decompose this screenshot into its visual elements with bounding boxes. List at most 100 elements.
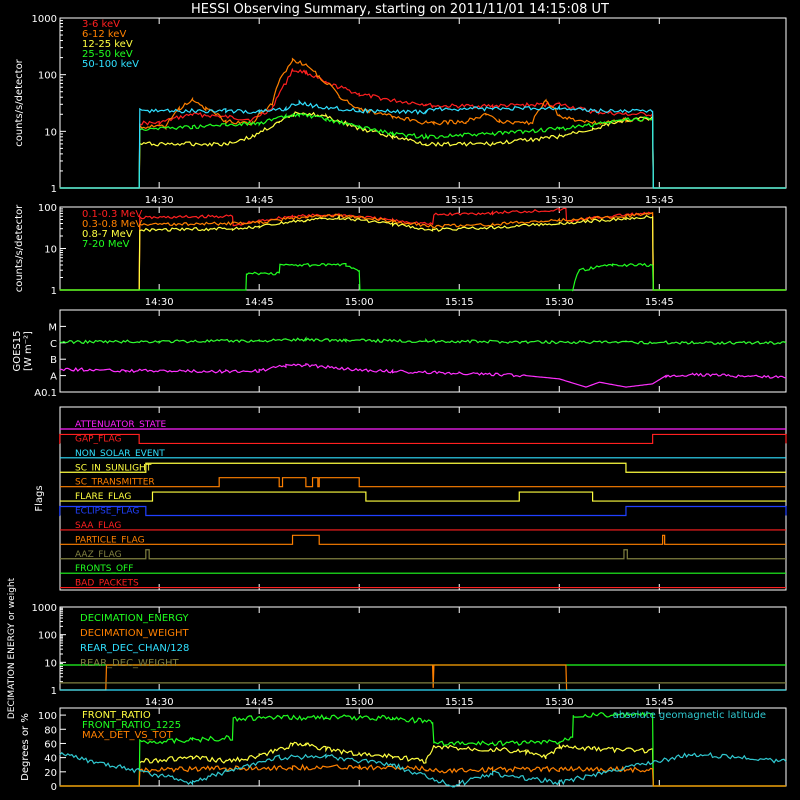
y-tick-label: 10	[44, 127, 57, 138]
plot-frame	[59, 17, 787, 189]
y-tick-label: 60	[44, 739, 57, 750]
y-tick-label: M	[48, 322, 57, 333]
plot-frame	[59, 309, 787, 393]
panels: 14:30 14:45 15:00 15:15 15:30 15:451101001000…	[7, 14, 787, 793]
legend-entry: 7-20 MeV	[82, 239, 130, 250]
y-tick-label: A	[50, 372, 57, 383]
series-line	[59, 68, 786, 189]
y-tick-label: 1	[51, 184, 57, 195]
flag-label: PARTICLE_FLAG	[75, 535, 145, 545]
flag-label: GAP_FLAG	[75, 434, 121, 444]
legend-entry: 0.8-7 MeV	[82, 229, 133, 240]
y-tick-label: 0	[51, 782, 57, 793]
x-tick-label: 15:30	[545, 297, 574, 308]
legend-entry: DECIMATION_ENERGY	[80, 613, 189, 624]
series-line	[59, 741, 786, 787]
y-axis-label: DECIMATION ENERGY or weight	[7, 577, 17, 719]
y-tick-label: 40	[44, 754, 57, 765]
plot-frame	[59, 406, 787, 591]
series-line	[59, 112, 786, 189]
y-tick-label: 100	[38, 711, 57, 722]
x-tick-label: 14:45	[245, 697, 274, 708]
legend-entry: 3-6 keV	[82, 19, 120, 30]
panel-flags: Flags ATTENUATOR_STATE GAP_FLAG NON_SOLAR_E…	[34, 406, 787, 591]
y-tick-label: 1000	[32, 14, 57, 25]
flag-label: ATTENUATOR_STATE	[75, 420, 167, 430]
y-axis-label: counts/s/detector	[14, 204, 25, 292]
annotation-label: absolute geomagnetic latitude	[613, 710, 766, 721]
series-line	[59, 57, 786, 189]
flag-line	[60, 477, 786, 488]
legend-entry: MAX_DET_VS_TOT	[82, 730, 174, 741]
legend-entry: FRONT_RATIO	[82, 710, 151, 721]
legend-entry: 0.3-0.8 MeV	[82, 219, 142, 230]
series-line	[59, 214, 786, 291]
x-tick-label: 15:45	[645, 195, 674, 206]
y-tick-label: 1000	[32, 603, 57, 614]
y-tick-label: 100	[38, 71, 57, 82]
flag-label: ECLIPSE_FLAG	[75, 507, 139, 517]
x-tick-label: 14:30	[145, 195, 174, 206]
x-tick-label: 15:00	[345, 195, 374, 206]
panel-high-energy-lightcurves: 14:30 14:45 15:00 15:15 15:30 15:45 1 10 100 coun…	[14, 203, 787, 308]
flag-label: AAZ_FLAG	[75, 550, 122, 560]
legend-entry: REAR_DEC_CHAN/128	[80, 643, 189, 654]
legend-entry: 25-50 keV	[82, 49, 133, 60]
y-axis-label: Flags	[34, 485, 45, 511]
series-line	[59, 363, 787, 388]
plot-frame	[59, 707, 787, 787]
flag-line	[59, 505, 787, 517]
series-line	[59, 211, 786, 291]
x-tick-label: 15:45	[645, 297, 674, 308]
y-tick-label: A0.1	[34, 388, 57, 399]
legend-entry: REAR_DEC_WEIGHT	[80, 658, 179, 669]
series-line	[59, 99, 786, 189]
y-tick-label: 20	[44, 768, 57, 779]
chart-title: HESSI Observing Summary, starting on 201…	[191, 2, 609, 17]
flag-label: FLARE_FLAG	[75, 492, 131, 502]
x-tick-label: 15:15	[445, 297, 474, 308]
y-axis-label: Degrees or %	[20, 713, 31, 781]
flag-line	[60, 534, 786, 545]
series-line	[59, 207, 786, 291]
series-line	[59, 751, 787, 788]
x-tick-label: 15:00	[345, 697, 374, 708]
flag-label: SAA_FLAG	[75, 521, 121, 531]
legend-entry: DECIMATION_WEIGHT	[80, 628, 189, 639]
y-tick-label: 80	[44, 725, 57, 736]
flag-label: SC_TRANSMITTER	[75, 478, 155, 488]
y-axis-label: counts/s/detector	[14, 58, 25, 146]
flag-label: FRONTS_OFF	[75, 564, 133, 574]
flag-label: SC_IN_SUNLIGHT	[75, 463, 152, 473]
flag-line	[60, 549, 786, 560]
y-tick-label: B	[50, 355, 57, 366]
x-tick-label: 15:00	[345, 297, 374, 308]
x-tick-label: 15:15	[445, 195, 474, 206]
x-tick-label: 15:30	[545, 697, 574, 708]
legend-entry: 6-12 keV	[82, 29, 126, 40]
x-tick-label: 14:30	[145, 297, 174, 308]
y-tick-label: 100	[38, 203, 57, 214]
x-tick-label: 14:45	[245, 195, 274, 206]
flag-line	[59, 433, 787, 445]
x-tick-label: 14:45	[245, 297, 274, 308]
panel-low-energy-lightcurves: 14:30 14:45 15:00 15:15 15:30 15:45 1 10 100 1000…	[14, 14, 787, 206]
panel-ratios: 0 20 40 60 80 100 Degrees or % FRONT_RATIOFRONT…	[20, 707, 787, 793]
panel-decimation: 14:30 14:45 15:00 15:15 15:30 15:45 1 10 100 1000…	[7, 577, 787, 719]
x-tick-label: 15:30	[545, 195, 574, 206]
y-tick-label: 100	[38, 631, 57, 642]
plot-frame	[59, 206, 787, 291]
legend-entry: FRONT_RATIO_1225	[82, 720, 181, 731]
flag-line	[60, 462, 786, 473]
flag-line	[60, 491, 786, 502]
legend-entry: 12-25 keV	[82, 39, 133, 50]
y-tick-label: C	[50, 339, 57, 350]
x-tick-label: 15:45	[645, 697, 674, 708]
series-line	[59, 336, 787, 345]
flag-label: BAD_PACKETS	[75, 579, 139, 589]
x-tick-label: 14:30	[145, 697, 174, 708]
y-axis-label: GOES15	[12, 330, 23, 371]
flag-label: NON_SOLAR_EVENT	[75, 449, 165, 459]
y-tick-label: 10	[44, 658, 57, 669]
